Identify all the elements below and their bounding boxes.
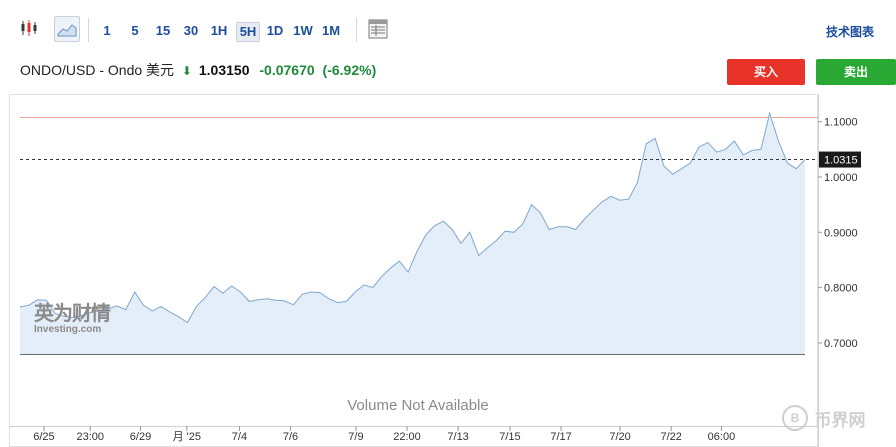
x-tick-label: 6/25 <box>33 431 54 443</box>
watermark-sub: Investing.com <box>34 324 102 335</box>
x-tick-label: 7/9 <box>348 431 363 443</box>
price-area <box>20 113 805 355</box>
volume-unavailable-note: Volume Not Available <box>347 397 488 414</box>
price-change: -0.07670 <box>259 62 315 78</box>
toolbar-separator <box>88 18 89 42</box>
area-chart-icon[interactable] <box>54 16 80 42</box>
x-tick-label: 6/29 <box>130 431 151 443</box>
y-tick-label: 1.1000 <box>824 117 858 129</box>
table-view-icon[interactable] <box>367 18 389 40</box>
x-tick-label: 7/4 <box>232 431 247 443</box>
interval-1d[interactable]: 1D <box>266 23 284 38</box>
corner-badge-text: 币界网 <box>814 410 866 430</box>
x-tick-label: 22:00 <box>393 431 421 443</box>
y-tick-label: 1.0000 <box>824 172 858 184</box>
interval-1m[interactable]: 1M <box>321 23 341 38</box>
price-line <box>19 111 806 324</box>
interval-30[interactable]: 30 <box>183 23 199 38</box>
x-tick-label: 7/15 <box>499 431 520 443</box>
current-price-label: 1.0315 <box>824 155 858 167</box>
x-tick-label: 06:00 <box>708 431 736 443</box>
watermark-brand: 英为财情 <box>34 303 111 325</box>
sell-button[interactable]: 卖出 <box>816 59 896 85</box>
x-tick-label: 23:00 <box>76 431 104 443</box>
y-tick-label: 0.8000 <box>824 283 858 295</box>
buy-button[interactable]: 买入 <box>727 59 805 85</box>
interval-5[interactable]: 5 <box>131 23 139 38</box>
interval-1w[interactable]: 1W <box>293 23 313 38</box>
toolbar-separator <box>356 18 357 42</box>
interval-15[interactable]: 15 <box>155 23 171 38</box>
interval-1[interactable]: 1 <box>103 23 111 38</box>
symbol-label: ONDO/USD - Ondo 美元 <box>20 62 175 78</box>
quote-line: ONDO/USD - Ondo 美元 ⬇ 1.03150 -0.07670 (-… <box>20 60 376 80</box>
interval-1h[interactable]: 1H <box>210 23 228 38</box>
y-tick-label: 0.7000 <box>824 338 858 350</box>
watermark-logo: 英为财情 Investing.com <box>34 303 111 335</box>
x-tick-label: 7/6 <box>283 431 298 443</box>
candlestick-icon[interactable] <box>19 17 41 39</box>
chart-toolbar: 1 5 15 30 1H 5H 1D 1W 1M 技术图表 <box>0 0 896 44</box>
current-price-tag <box>819 151 861 168</box>
x-tick-label: 7/17 <box>550 431 571 443</box>
x-tick-label: 7/22 <box>660 431 681 443</box>
tech-chart-link[interactable]: 技术图表 <box>825 25 874 39</box>
y-tick-label: 0.9000 <box>824 227 858 239</box>
price-change-pct: (-6.92%) <box>322 62 377 78</box>
down-arrow-icon: ⬇ <box>181 64 192 78</box>
last-price: 1.03150 <box>198 62 250 78</box>
x-tick-label: 7/13 <box>447 431 468 443</box>
coin-icon: B <box>782 405 808 431</box>
x-tick-label: 月 '25 <box>173 431 201 443</box>
interval-5h[interactable]: 5H <box>236 22 260 42</box>
corner-badge: B 币界网 <box>782 405 866 431</box>
x-tick-label: 7/20 <box>609 431 630 443</box>
